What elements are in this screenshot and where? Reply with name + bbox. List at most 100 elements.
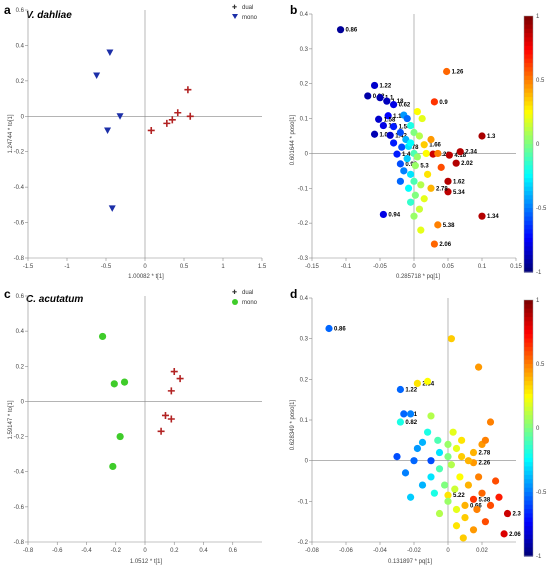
point-b xyxy=(452,159,460,167)
point-mono-c xyxy=(120,378,129,386)
colorbar-segment xyxy=(524,131,533,137)
point-b xyxy=(413,108,421,116)
colorbar-segment xyxy=(524,190,533,196)
point-label-b: 2.78 xyxy=(436,186,448,192)
point-d xyxy=(444,440,452,448)
point-b xyxy=(410,128,418,137)
y-tick-label: -0.2 xyxy=(14,435,25,441)
x-tick-label: -0.6 xyxy=(52,548,63,554)
point-label-b: 1.34 xyxy=(487,214,499,220)
point-label-b: 0.78 xyxy=(407,145,419,151)
colorbar-segment xyxy=(524,457,533,463)
point-d xyxy=(464,457,472,465)
point-mono-a xyxy=(93,72,101,80)
colorbar-tick-label: -1 xyxy=(536,554,542,560)
colorbar-segment xyxy=(524,453,533,459)
x-tick-label: 0 xyxy=(143,264,147,270)
colorbar-segment xyxy=(524,317,533,322)
panel-d: d -0.08 -0.06 -0.04 -0.02 0 0.02 -0.2 -0.1 0 0.1 0… xyxy=(290,287,547,565)
colorbar-segment xyxy=(524,436,533,442)
axes-d: -0.08 -0.06 -0.04 -0.02 0 0.02 -0.2 -0.1 0 0.1 0.2… xyxy=(298,296,522,554)
point-b xyxy=(390,101,398,109)
point-dual-a xyxy=(186,112,194,120)
point-label-b: 2.34 xyxy=(465,150,477,156)
point-dual-c xyxy=(161,411,169,419)
point-label-d: 2.78 xyxy=(479,451,491,457)
point-d xyxy=(441,481,449,489)
point-b xyxy=(443,67,451,76)
colorbar-segment xyxy=(524,538,533,544)
colorbar-segment xyxy=(524,372,533,378)
point-d xyxy=(400,410,408,418)
colorbar-segment xyxy=(524,28,533,34)
point-d xyxy=(451,485,459,493)
point-mono-a xyxy=(108,205,116,212)
colorbar-border xyxy=(523,15,534,273)
panel-letter-c: c xyxy=(4,287,11,301)
colorbar-segment xyxy=(524,105,533,111)
point-mono-c xyxy=(109,462,117,471)
point-b xyxy=(418,114,426,123)
legend-a: ✚ dual mono xyxy=(232,4,258,21)
colorbar-border xyxy=(523,299,534,557)
y-axis-label-c: 1.59147 * to[1] xyxy=(8,400,14,439)
point-label-b: 0.62 xyxy=(399,103,411,109)
colorbar-segment xyxy=(524,325,533,331)
y-tick-label: -0.4 xyxy=(14,185,25,191)
colorbar-segment xyxy=(524,161,533,166)
colorbar-segment xyxy=(524,526,533,531)
colorbar-segment xyxy=(524,428,533,433)
point-dual-c xyxy=(167,415,175,423)
x-tick-label: -0.02 xyxy=(407,548,421,554)
colorbar-segment xyxy=(524,41,533,47)
point-dual-c xyxy=(167,387,175,395)
x-tick-label: -0.1 xyxy=(341,264,352,270)
axes-b: -0.15 -0.1 -0.05 0 0.05 0.1 0.15 -0.3 -0.2 -0.1 0 0… xyxy=(298,12,523,270)
colorbar-segment xyxy=(524,195,533,201)
colorbar-segment xyxy=(524,321,533,327)
colorbar-segment xyxy=(524,250,533,256)
point-label-d: 1.22 xyxy=(405,388,417,394)
point-label-b: 1.46 xyxy=(402,152,414,158)
colorbar-b: 1 0.5 0 -0.5 -1 xyxy=(523,14,547,276)
x-tick-label: -0.15 xyxy=(305,264,319,270)
colorbar-segment xyxy=(524,359,533,365)
colorbar-segment xyxy=(524,381,533,386)
legend-dual-marker-a: ✚ xyxy=(232,4,237,11)
y-tick-label: 0 xyxy=(21,399,25,405)
x-tick-label: -0.2 xyxy=(111,548,122,554)
colorbar-segment xyxy=(524,440,533,446)
point-b xyxy=(420,141,428,149)
panel-letter-d: d xyxy=(290,287,297,301)
colorbar-tick-label: 0 xyxy=(536,142,540,148)
point-label-b: 1.54 xyxy=(399,125,411,131)
point-d xyxy=(435,509,444,518)
point-label-b: 1.58 xyxy=(384,117,396,123)
colorbar-segment xyxy=(524,393,533,399)
y-tick-label: -0.2 xyxy=(298,221,309,227)
y-tick-label: -0.2 xyxy=(14,150,25,156)
x-tick-label: 0.6 xyxy=(229,548,238,554)
x-tick-label: 0 xyxy=(446,548,450,554)
point-d xyxy=(435,465,444,473)
point-d xyxy=(447,461,455,469)
y-tick-label: -0.2 xyxy=(298,540,309,546)
x-axis-label-a: 1.00082 * t[1] xyxy=(128,274,164,280)
x-tick-label: 1.5 xyxy=(258,264,267,270)
colorbar-segment xyxy=(524,342,533,348)
colorbar-segment xyxy=(524,368,533,374)
point-d xyxy=(469,448,478,457)
point-b xyxy=(427,184,435,192)
colorbar-segment xyxy=(524,304,533,310)
legend-dual-marker-c: ✚ xyxy=(232,289,237,296)
point-d xyxy=(458,453,466,461)
colorbar-segment xyxy=(524,135,533,141)
point-d xyxy=(427,412,435,420)
point-d xyxy=(413,379,421,387)
point-b xyxy=(407,139,415,147)
point-d xyxy=(503,509,512,518)
x-tick-label: -0.05 xyxy=(373,264,387,270)
colorbar-segment xyxy=(524,487,533,493)
point-d xyxy=(459,534,467,542)
point-label-d: 2.06 xyxy=(509,532,521,538)
